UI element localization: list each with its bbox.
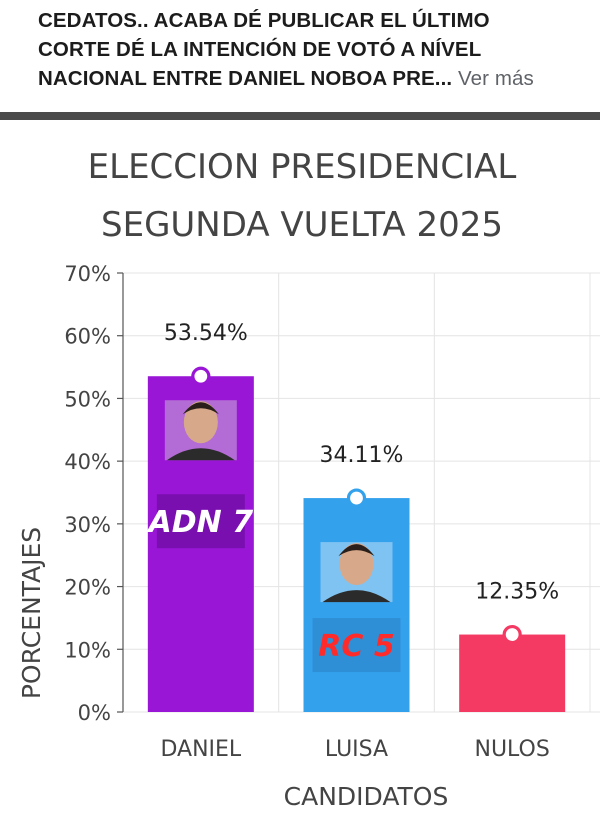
x-tick-label: NULOS (475, 737, 550, 762)
see-more-link[interactable]: Ver más (458, 67, 534, 90)
bar-marker (191, 366, 211, 386)
party-logo-label: RC 5 (318, 629, 394, 664)
caption-text: CEDATOS.. ACABA DÉ PUBLICAR EL ÚLTIMO CO… (38, 6, 594, 93)
chart-title-line-1: ELECCION PRESIDENCIAL (88, 147, 517, 187)
photo-shoulders (166, 448, 235, 461)
bar (459, 634, 566, 712)
caption-line-2: CORTE DÉ LA INTENCIÓN DE VOTÓ A NÍVEL (38, 38, 482, 61)
divider (0, 112, 600, 120)
party-logo-label: ADN 7 (147, 505, 254, 540)
caption-line-3-text: NACIONAL ENTRE DANIEL NOBOA PRE... (38, 67, 453, 90)
party-logo: RC 5 (312, 618, 401, 673)
party-logo-bg (312, 618, 401, 673)
y-tick-label: 10% (64, 638, 111, 662)
bar-value-label: 34.11% (320, 443, 404, 468)
y-tick-label: 40% (64, 450, 111, 474)
bar-chart: ELECCION PRESIDENCIAL SEGUNDA VUELTA 202… (17, 147, 600, 811)
bar-marker (502, 624, 522, 645)
bar-marker (346, 488, 367, 508)
x-tick-label: LUISA (325, 737, 388, 762)
post-caption: CEDATOS.. ACABA DÉ PUBLICAR EL ÚLTIMO CO… (0, 0, 600, 112)
caption-line-1: CEDATOS.. ACABA DÉ PUBLICAR EL ÚLTIMO (38, 9, 490, 32)
y-tick-label: 50% (64, 387, 111, 411)
y-axis-ticks: 0% 10% 20% 30% 40% 50% 60% 70% (64, 262, 124, 725)
y-tick-label: 0% (78, 701, 111, 725)
bars: ADN 7 53.54% DANIEL RC 5 34.11% LUISA 12.35% NU… (147, 321, 566, 762)
bar-value-label: 12.35% (475, 580, 559, 605)
y-tick-label: 20% (64, 576, 111, 600)
photo-face (339, 543, 374, 586)
candidate-photo-icon (164, 400, 237, 461)
party-logo: ADN 7 (147, 494, 254, 549)
photo-hair (182, 402, 219, 415)
party-logo-bg (156, 494, 245, 549)
caption-line-3: NACIONAL ENTRE DANIEL NOBOA PRE... Ver m… (38, 64, 594, 93)
photo-shoulders (322, 590, 391, 603)
y-tick-label: 30% (64, 513, 111, 537)
candidate-photo-icon (320, 542, 393, 603)
bar (303, 498, 410, 712)
chart-title-line-2: SEGUNDA VUELTA 2025 (101, 205, 503, 245)
x-axis-label: CANDIDATOS (284, 782, 449, 811)
y-tick-label: 70% (64, 262, 111, 286)
y-axis-label: PORCENTAJES (17, 527, 46, 699)
y-tick-label: 60% (64, 325, 111, 349)
x-tick-label: DANIEL (160, 737, 241, 762)
photo-face (183, 401, 218, 444)
chart-area: ELECCION PRESIDENCIAL SEGUNDA VUELTA 202… (0, 120, 600, 813)
photo-hair (338, 544, 375, 557)
bar-value-label: 53.54% (164, 321, 248, 346)
